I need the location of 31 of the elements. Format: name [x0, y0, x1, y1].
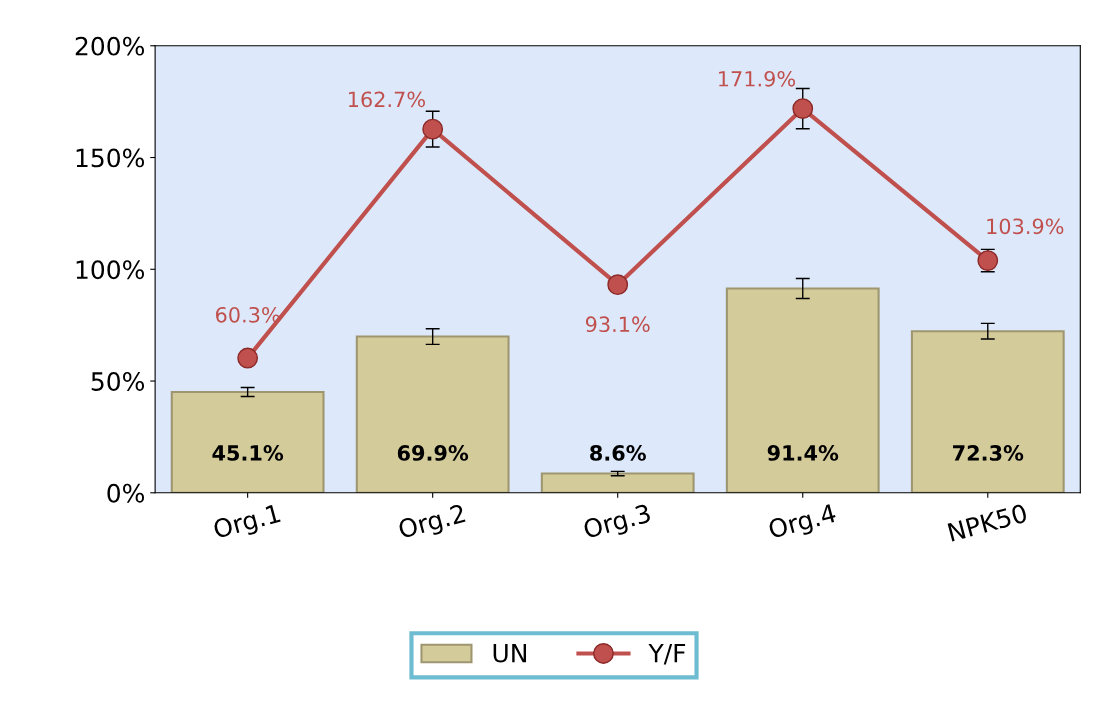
point	[792, 98, 814, 119]
x-tick-label: NPK50	[947, 503, 1028, 542]
data-label: 72.3%	[953, 445, 1024, 461]
x-tick-label: Org.3	[582, 503, 653, 544]
data-label: 91.4%	[767, 445, 839, 461]
bar	[170, 390, 325, 493]
legend-label: Y/F	[648, 643, 686, 665]
y-tick-label: 150%	[76, 148, 145, 168]
bar	[540, 472, 695, 493]
y-tick-label: 0%	[107, 483, 145, 503]
data-label: 69.9%	[397, 445, 469, 461]
x-tick-label: Org.1	[212, 503, 282, 544]
point	[422, 118, 444, 140]
x-tick-label: Org.4	[767, 503, 838, 544]
data-label: 45.1%	[212, 445, 284, 461]
legend-label: UN	[493, 643, 527, 663]
point	[607, 274, 629, 296]
y-tick-label: 200%	[75, 36, 145, 56]
bar	[725, 287, 880, 493]
data-label: 60.3%	[216, 306, 280, 323]
data-label: 171.9%	[719, 70, 796, 87]
data-label: 93.1%	[585, 316, 650, 333]
bar	[355, 335, 510, 493]
y-tick-label: 50%	[91, 371, 145, 391]
bar	[910, 330, 1065, 493]
data-label: 162.7%	[348, 91, 425, 108]
data-label: 103.9%	[987, 218, 1064, 235]
data-label: 8.6%	[590, 445, 646, 461]
point	[237, 347, 259, 369]
x-tick-label: Org.2	[397, 503, 467, 544]
y-tick-label: 100%	[76, 260, 145, 280]
